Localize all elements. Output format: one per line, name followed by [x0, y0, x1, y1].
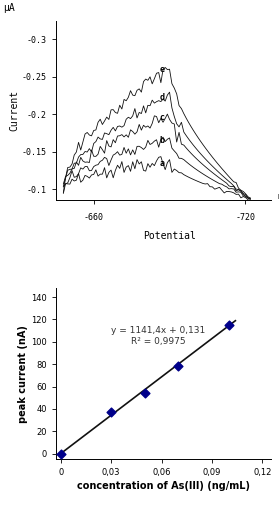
Text: -720: -720: [235, 213, 255, 222]
Text: e: e: [159, 65, 164, 74]
Point: [227, 321, 231, 329]
Text: b: b: [159, 136, 164, 145]
Text: y = 1141,4x + 0,131
R² = 0,9975: y = 1141,4x + 0,131 R² = 0,9975: [111, 327, 205, 346]
Point: [59, 449, 63, 458]
Text: d: d: [159, 93, 164, 102]
Y-axis label: peak current (nA): peak current (nA): [18, 325, 28, 423]
Y-axis label: Current: Current: [9, 90, 19, 131]
Text: a: a: [159, 159, 164, 168]
Text: c: c: [159, 114, 164, 122]
Point: [143, 389, 147, 397]
Text: Potential: Potential: [143, 231, 196, 241]
Text: mV: mV: [277, 192, 279, 201]
Point: [176, 362, 181, 370]
Text: μA: μA: [3, 4, 15, 13]
X-axis label: concentration of As(III) (ng/mL): concentration of As(III) (ng/mL): [77, 481, 250, 491]
Point: [109, 408, 114, 416]
Text: -660: -660: [84, 213, 104, 222]
